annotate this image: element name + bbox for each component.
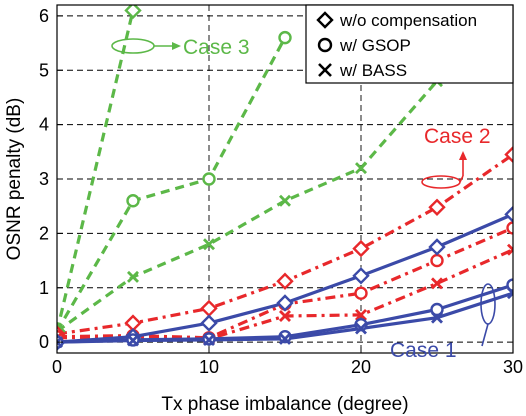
legend-diamond-icon — [316, 11, 334, 29]
case3-circle-point — [278, 30, 292, 45]
case2-ellipse — [421, 175, 461, 189]
case1-diamond-point — [428, 238, 446, 256]
case1-label: Case 1 — [390, 339, 457, 362]
legend-circle-icon — [317, 37, 333, 53]
legend-cross-icon — [318, 63, 332, 77]
case1-cross-point — [355, 322, 367, 335]
case2-circle-point — [430, 253, 444, 268]
case1-cross-point — [203, 333, 215, 346]
case3-circle-point — [126, 194, 140, 208]
case3-diamond-point — [124, 5, 142, 20]
case3-cross-point — [279, 194, 291, 207]
y-tick-label: 0 — [39, 332, 49, 352]
case2-arrow-joint — [459, 175, 464, 183]
case1-diamond-point — [200, 314, 218, 332]
case3-arrowhead — [172, 42, 181, 50]
y-tick-label: 4 — [39, 115, 49, 135]
case2-diamond-point — [200, 299, 218, 318]
case2-diamond-point — [428, 198, 446, 216]
case2-arrowhead — [459, 151, 467, 160]
axis-ticks: 0 10 20 30 0 1 2 3 4 5 6 — [39, 6, 523, 377]
case2-cross-point — [431, 277, 443, 290]
case1-cross-point — [507, 287, 513, 300]
case2-annotation: Case 2 — [421, 125, 491, 189]
case3-cross-point — [203, 238, 215, 251]
legend-label-gsop: w/ GSOP — [339, 36, 411, 55]
legend-box — [305, 4, 514, 84]
y-axis-label: OSNR penalty (dB) — [4, 98, 25, 261]
case3-label: Case 3 — [183, 36, 250, 59]
case3-diamond-series-line — [57, 10, 135, 332]
case1-diamond-point — [504, 205, 513, 224]
y-tick-label: 3 — [39, 169, 49, 189]
y-tick-label: 1 — [39, 278, 49, 298]
case2-circle-point — [354, 286, 368, 300]
x-tick-label: 0 — [52, 357, 62, 377]
case1-cross-point — [279, 332, 291, 345]
case3-ellipse — [111, 38, 155, 54]
y-tick-label: 6 — [39, 6, 49, 26]
case1-cross-point — [431, 311, 443, 324]
case2-diamond-point — [276, 272, 294, 290]
x-tick-label: 20 — [351, 357, 371, 377]
case2-cross-point — [279, 310, 291, 323]
marker-layer — [57, 5, 513, 351]
x-tick-label: 30 — [503, 357, 523, 377]
case2-label: Case 2 — [424, 125, 491, 148]
x-tick-label: 10 — [199, 357, 219, 377]
case2-diamond-point — [352, 239, 370, 258]
case3-circle-series-line — [57, 36, 287, 333]
case3-cross-point — [127, 270, 139, 283]
case1-circle-point — [278, 329, 292, 344]
case1-circle-point — [430, 302, 444, 317]
case3-cross-series-line — [57, 80, 439, 333]
case3-cross-point — [355, 162, 367, 175]
case2-cross-point — [507, 243, 513, 256]
case1-cross-point — [127, 334, 139, 347]
y-tick-label: 2 — [39, 223, 49, 243]
legend-label-no-compensation: w/o compensation — [339, 11, 477, 30]
case3-circle-point — [202, 172, 216, 186]
case1-connector — [481, 323, 489, 347]
case3-annotation: Case 3 — [111, 36, 250, 59]
legend: w/o compensation w/ GSOP w/ BASS — [305, 4, 514, 84]
y-tick-label: 5 — [39, 60, 49, 80]
case2-circle-point — [506, 221, 513, 235]
case1-annotation: Case 1 — [390, 283, 496, 362]
legend-label-bass: w/ BASS — [339, 61, 407, 80]
case2-cross-point — [355, 308, 367, 321]
case1-cross-point — [57, 336, 63, 349]
x-axis-label: Tx phase imbalance (degree) — [161, 394, 408, 415]
case2-diamond-point — [504, 145, 513, 164]
case1-diamond-point — [276, 294, 294, 312]
case1-diamond-point — [352, 267, 370, 285]
